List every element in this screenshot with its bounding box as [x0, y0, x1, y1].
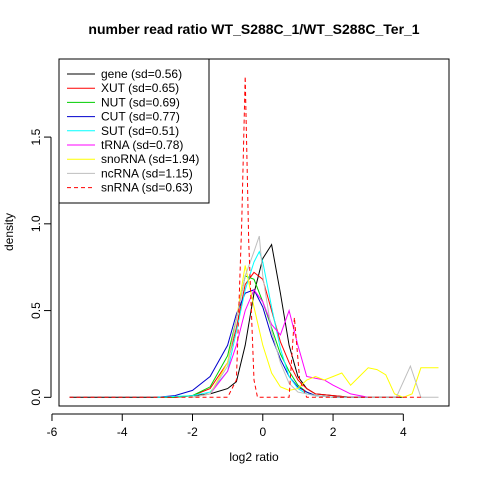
- x-tick-label: 0: [259, 425, 266, 439]
- series-lines: [69, 76, 439, 398]
- y-tick-label: 1.0: [29, 215, 43, 232]
- chart-title: number read ratio WT_S288C_1/WT_S288C_Te…: [88, 21, 419, 37]
- x-tick-label: 4: [400, 425, 407, 439]
- x-tick-label: -2: [187, 425, 198, 439]
- y-tick-label: 0.0: [29, 389, 43, 406]
- legend-label-8: snRNA (sd=0.63): [101, 181, 193, 195]
- legend-label-6: snoRNA (sd=1.94): [101, 152, 199, 166]
- y-tick-label: 1.5: [29, 128, 43, 145]
- legend-label-4: SUT (sd=0.51): [101, 124, 179, 138]
- legend-label-2: NUT (sd=0.69): [101, 95, 180, 109]
- legend: gene (sd=0.56)XUT (sd=0.65)NUT (sd=0.69)…: [58, 58, 210, 204]
- x-tick-label: -6: [47, 425, 58, 439]
- legend-label-7: ncRNA (sd=1.15): [101, 166, 193, 180]
- series-line-8: [69, 76, 421, 398]
- legend-label-5: tRNA (sd=0.78): [101, 138, 183, 152]
- legend-label-3: CUT (sd=0.77): [101, 110, 180, 124]
- series-line-6: [192, 265, 439, 398]
- x-axis: -6 -4 -2 0 2 4: [47, 413, 407, 439]
- legend-label-0: gene (sd=0.56): [101, 67, 182, 81]
- x-axis-title: log2 ratio: [229, 450, 279, 464]
- series-line-5: [192, 288, 369, 398]
- series-line-1: [157, 271, 369, 398]
- y-tick-label: 0.5: [29, 302, 43, 319]
- legend-label-1: XUT (sd=0.65): [101, 81, 179, 95]
- series-line-2: [157, 275, 369, 398]
- series-line-7: [192, 235, 439, 398]
- x-tick-label: -4: [117, 425, 128, 439]
- plot-frame: [58, 58, 450, 407]
- y-axis: 0.0 0.5 1.0 1.5: [29, 128, 52, 406]
- y-axis-title: density: [2, 213, 16, 251]
- x-tick-label: 2: [330, 425, 337, 439]
